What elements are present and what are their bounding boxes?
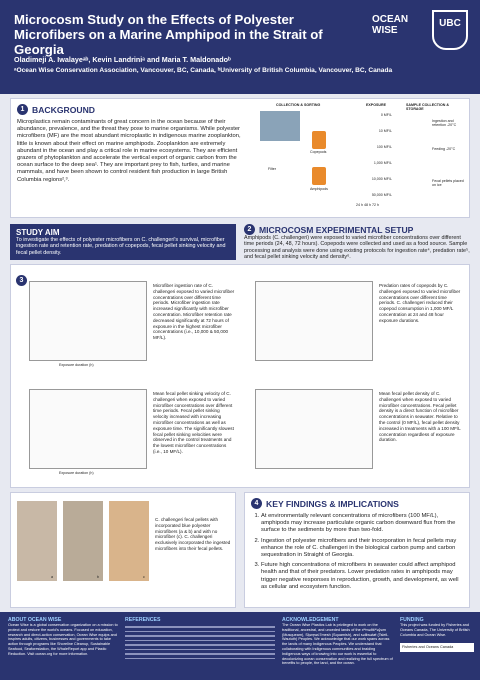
heading: 3: [16, 269, 31, 287]
figure-caption: Mean fecal pellet sinking velocity of C.…: [153, 391, 234, 454]
finding: Future high concentrations of microfiber…: [261, 562, 463, 591]
image-label: c: [143, 575, 145, 579]
heading: 2 MICROCOSM EXPERIMENTAL SETUP: [244, 224, 470, 235]
footer-heading: FUNDING: [400, 617, 424, 623]
footer-text: The Ocean Wise Plastics Lab is privilege…: [282, 623, 393, 666]
figure-plot: [29, 281, 147, 361]
heading: 4 KEY FINDINGS & IMPLICATIONS: [251, 498, 463, 509]
image-label: a: [51, 575, 53, 579]
findings-card: 4 KEY FINDINGS & IMPLICATIONS At environm…: [244, 492, 470, 608]
setup-text: Amphipods (C. challengeri) were exposed …: [244, 235, 470, 261]
x-axis-label: Exposure duration (h): [59, 471, 94, 475]
section-number: 3: [16, 275, 27, 286]
x-axis-label: Exposure duration (h): [59, 363, 94, 367]
figure-plot: [255, 281, 373, 361]
concentration: 100 MF/L: [376, 145, 392, 149]
image-caption: C. challengeri fecal pellets with incorp…: [155, 517, 231, 551]
authors: Oladimeji A. Iwalayeᵃᵇ, Kevin Landriniᵃ …: [14, 55, 231, 64]
fig-note: Feeding -20°C: [432, 147, 456, 151]
section-heading: BACKGROUND: [32, 104, 96, 115]
section-number: 2: [244, 224, 255, 235]
affiliations: ᵃOcean Wise Conservation Association, Va…: [14, 67, 393, 74]
concentration: 10 MF/L: [378, 129, 392, 133]
results-card: 3 Exposure duration (h) Microfiber ingest…: [10, 264, 470, 488]
images-card: a b c C. challengeri fecal pellets with …: [10, 492, 236, 608]
funding: FUNDING This project was funded by Fishe…: [400, 617, 474, 653]
fig-label: SAMPLE COLLECTION & STORAGE: [406, 103, 449, 111]
image-label: b: [97, 575, 99, 579]
background-text: Microplastics remain contaminants of gre…: [17, 119, 241, 183]
footer-heading: ABOUT OCEAN WISE: [8, 617, 62, 623]
fig-label: Amphipods: [310, 187, 328, 191]
references: REFERENCES: [125, 617, 275, 662]
concentration-list: 0 MF/L 10 MF/L 100 MF/L 1,000 MF/L 10,000 MF…: [344, 113, 392, 209]
figure-caption: Microfiber ingestion rate of C. challeng…: [153, 283, 235, 341]
section-heading: MICROCOSM EXPERIMENTAL SETUP: [259, 224, 414, 235]
logo-ocean-wise: OCEAN WISE: [372, 14, 409, 36]
aim-text: To investigate the effects of polyester …: [16, 237, 226, 256]
figure-caption: Predation rates of copepods by C. challe…: [379, 283, 461, 323]
aim-heading: STUDY AIM: [16, 228, 60, 237]
section-heading: KEY FINDINGS & IMPLICATIONS: [266, 498, 399, 509]
footer-text: Ocean Wise is a global conservation orga…: [8, 623, 118, 656]
image: [109, 501, 149, 581]
finding: At environmentally relevant concentratio…: [261, 513, 463, 535]
section-number: 1: [17, 104, 28, 115]
aim-card: STUDY AIM To investigate the effects of …: [10, 224, 236, 260]
bucket: [312, 131, 326, 149]
fig-note: Fecal pellets placed on ice: [432, 179, 464, 187]
section-number: 4: [251, 498, 262, 509]
figure-plot: [29, 389, 147, 469]
title: Microcosm Study on the Effects of Polyes…: [14, 12, 323, 57]
image: [17, 501, 57, 581]
footer-text: This project was funded by Fisheries and…: [400, 623, 470, 637]
footer-heading: ACKNOWLEDGEMENT: [282, 617, 339, 623]
fig-label: COLLECTION & SORTING: [276, 103, 321, 107]
logo-ubc: UBC: [432, 10, 468, 50]
heading: 1 BACKGROUND: [17, 104, 95, 115]
figure-caption: Mean fecal pellet density of C. challeng…: [379, 391, 461, 443]
bucket: [312, 167, 326, 185]
reference-lines: [125, 626, 275, 659]
setup-card: 2 MICROCOSM EXPERIMENTAL SETUP Amphipods …: [244, 224, 470, 260]
fig-label: 24 h 48 h 72 h: [356, 203, 379, 207]
concentration: 50,000 MF/L: [371, 193, 392, 197]
acknowledgement: ACKNOWLEDGEMENT The Ocean Wise Plastics …: [282, 617, 394, 666]
footer-heading: REFERENCES: [125, 617, 161, 623]
fig-label: Filter: [268, 167, 276, 171]
fund-logo: Fisheries and Oceans Canada: [400, 643, 474, 653]
image: [63, 501, 103, 581]
background-card: 1 BACKGROUND Microplastics remain contami…: [10, 98, 470, 218]
setup-figure: COLLECTION & SORTING EXPOSURE SAMPLE COL…: [256, 103, 466, 215]
about: ABOUT OCEAN WISE Ocean Wise is a global …: [8, 617, 118, 657]
fig-label: Copepods: [310, 150, 327, 154]
concentration: 1,000 MF/L: [373, 161, 392, 165]
findings-list: At environmentally relevant concentratio…: [251, 513, 463, 591]
figure-plot: [255, 389, 373, 469]
finding: Ingestion of polyester microfibers and t…: [261, 538, 463, 560]
footer: ABOUT OCEAN WISE Ocean Wise is a global …: [0, 612, 480, 680]
header: Microcosm Study on the Effects of Polyes…: [0, 0, 480, 94]
concentration: 10,000 MF/L: [371, 177, 392, 181]
photo: [260, 111, 300, 141]
concentration: 0 MF/L: [380, 113, 392, 117]
fig-note: Ingestion and retention -20°C: [432, 119, 457, 127]
fig-label: EXPOSURE: [366, 103, 386, 107]
